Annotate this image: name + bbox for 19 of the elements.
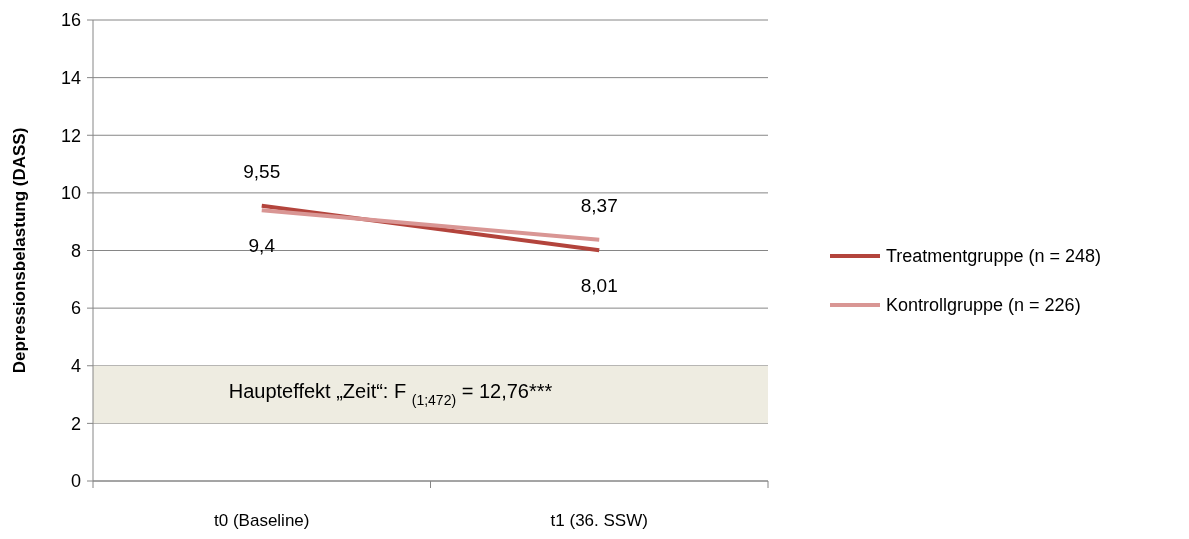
data-label: 8,37 — [580, 194, 618, 216]
y-tick-label: 2 — [70, 413, 81, 434]
band-label: Haupteffekt „Zeit“: F $_{(1;472)}$ = 12,76*** — [228, 379, 553, 408]
y-tick-label: 12 — [60, 125, 81, 146]
y-tick-label: 16 — [60, 10, 81, 31]
y-tick-label: 10 — [60, 183, 81, 204]
legend-label: Kontrollgruppe (n = 226) — [886, 295, 1081, 316]
x-tick-label: t1 (36. SSW) — [550, 511, 648, 530]
data-label: 8,01 — [580, 275, 618, 297]
y-tick-label: 8 — [70, 240, 81, 261]
y-tick-label: 0 — [70, 471, 81, 492]
data-label: 9,4 — [248, 235, 276, 257]
x-tick-label: t0 (Baseline) — [214, 511, 310, 530]
y-tick-label: 4 — [70, 356, 81, 377]
y-tick-label: 14 — [60, 67, 81, 88]
y-tick-label: 6 — [70, 298, 81, 319]
legend-label: Treatmentgruppe (n = 248) — [886, 246, 1101, 267]
data-label: 9,55 — [243, 160, 281, 182]
y-axis-title: Depressionsbelastung (DASS) — [10, 127, 29, 374]
